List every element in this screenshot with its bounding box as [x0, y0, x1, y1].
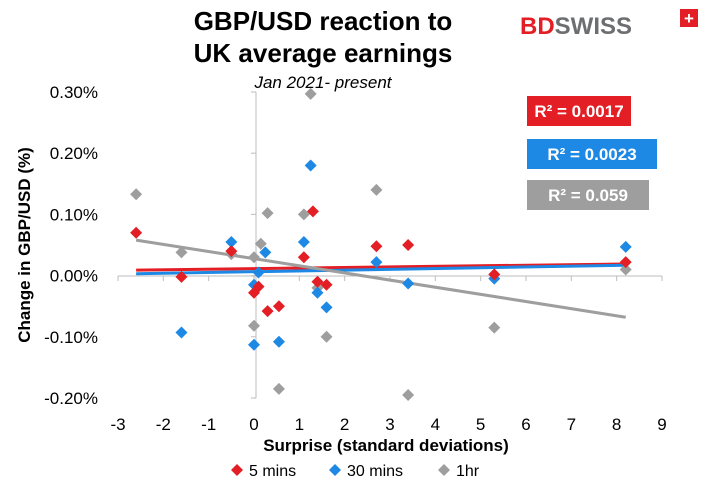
trend-line-5-mins: [136, 262, 626, 272]
r2-box: [527, 139, 657, 169]
point-1hr: [619, 263, 632, 276]
r2-labels: R² = 0.0017 R² = 0.0023 R² = 0.059: [527, 96, 657, 210]
point-30-mins: [297, 235, 310, 248]
legend-label: 30 mins: [347, 463, 403, 480]
point-1hr: [130, 188, 143, 201]
point-1hr: [488, 321, 501, 334]
x-tick-label: 3: [385, 415, 394, 434]
point-30-mins: [402, 277, 415, 290]
point-30-mins: [320, 301, 333, 314]
y-tick-label: 0.10%: [50, 205, 98, 224]
point-1hr: [261, 207, 274, 220]
point-5-mins: [619, 256, 632, 269]
point-1hr: [254, 237, 267, 250]
y-axis-ticks: -0.20% -0.10% 0.00% 0.10% 0.20% 0.30%: [44, 83, 256, 408]
point-1hr: [175, 246, 188, 259]
point-30-mins: [311, 286, 324, 299]
x-tick-label: 0: [249, 415, 258, 434]
point-5-mins: [225, 245, 238, 258]
x-tick-label: 2: [340, 415, 349, 434]
point-1hr: [304, 87, 317, 100]
point-30-mins: [259, 246, 272, 259]
point-1hr: [297, 208, 310, 221]
x-tick-label: 7: [567, 415, 576, 434]
point-5-mins: [272, 300, 285, 313]
x-tick-label: 5: [476, 415, 485, 434]
x-tick-label: 8: [612, 415, 621, 434]
point-1hr: [272, 382, 285, 395]
trend-lines: [135, 238, 626, 319]
r2-box: [527, 180, 649, 210]
chart-title-line1: GBP/USD reaction to: [194, 6, 453, 36]
point-1hr: [370, 183, 383, 196]
legend-label: 5 mins: [249, 463, 296, 480]
point-5-mins: [130, 226, 143, 239]
point-5-mins: [402, 239, 415, 251]
legend-marker: [231, 464, 243, 476]
brand-suffix: SWISS: [555, 13, 632, 40]
point-30-mins: [370, 256, 383, 269]
trend-line-1hr: [135, 238, 626, 319]
chart-title-line2: UK average earnings: [194, 38, 453, 68]
legend-label: 1hr: [456, 463, 480, 480]
point-5-mins: [261, 305, 274, 318]
x-tick-label: 1: [295, 415, 304, 434]
point-5-mins: [488, 268, 501, 281]
brand-logo: BDSWISS +: [520, 9, 698, 40]
y-axis-label: Change in GBP/USD (%): [15, 147, 34, 343]
y-tick-label: 0.30%: [50, 83, 98, 102]
y-tick-label: 0.20%: [50, 144, 98, 163]
point-5-mins: [252, 280, 265, 293]
point-5-mins: [320, 278, 333, 291]
data-points: [130, 87, 632, 401]
x-axis-label: Surprise (standard deviations): [263, 436, 509, 455]
chart-subtitle: Jan 2021- present: [253, 73, 392, 92]
point-30-mins: [225, 235, 238, 248]
brand-prefix: BD: [520, 13, 555, 40]
point-1hr: [248, 251, 260, 264]
point-5-mins: [306, 205, 319, 218]
legend-marker: [329, 464, 341, 476]
point-30-mins: [248, 338, 260, 351]
point-30-mins: [304, 159, 317, 172]
point-1hr: [402, 388, 415, 401]
x-tick-label: 4: [431, 415, 440, 434]
r2-box: [527, 96, 631, 126]
brand-logo-text: BDSWISS: [520, 13, 632, 40]
x-tick-label: 9: [657, 415, 666, 434]
x-tick-label: -2: [156, 415, 171, 434]
point-30-mins: [252, 266, 265, 279]
y-tick-label: 0.00%: [50, 267, 98, 286]
x-tick-label: -3: [110, 415, 125, 434]
brand-mark: +: [684, 9, 694, 28]
point-5-mins: [297, 251, 310, 264]
y-tick-label: -0.20%: [44, 389, 98, 408]
x-axis-ticks: -3 -2 -1 0 1 2 3 4 5 6 7 8 9: [110, 276, 667, 434]
trend-line-30-mins: [136, 263, 626, 276]
r2-label: R² = 0.0017: [534, 102, 623, 121]
point-5-mins: [175, 270, 188, 283]
x-tick-label: 6: [521, 415, 530, 434]
point-1hr: [320, 330, 333, 343]
point-30-mins: [175, 326, 188, 339]
y-tick-label: -0.10%: [44, 328, 98, 347]
legend-marker: [438, 464, 450, 476]
point-30-mins: [272, 335, 285, 348]
point-30-mins: [619, 240, 632, 253]
point-1hr: [248, 319, 260, 332]
point-5-mins: [370, 240, 383, 253]
legend: 5 mins 30 mins 1hr: [231, 463, 480, 480]
r2-label: R² = 0.059: [548, 186, 628, 205]
brand-mark-box: [680, 9, 698, 27]
r2-label: R² = 0.0023: [547, 145, 636, 164]
x-tick-label: -1: [201, 415, 216, 434]
point-5-mins: [311, 275, 324, 288]
